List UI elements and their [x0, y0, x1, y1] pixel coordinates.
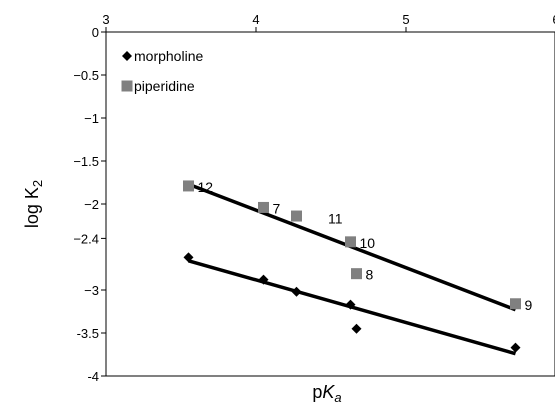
piperidine-point	[351, 268, 362, 280]
piperidine-point	[345, 236, 356, 248]
x-tick-label: 6	[552, 12, 555, 27]
point-label: 8	[366, 267, 374, 283]
x-tick-label: 3	[102, 12, 109, 27]
x-axis-title-italic: K	[322, 382, 335, 402]
morpholine-point	[351, 323, 362, 334]
morpholine-point	[258, 274, 269, 285]
morpholine-point	[291, 286, 302, 297]
legend-marker-piperidine	[121, 80, 133, 92]
y-tick-label: −2	[84, 197, 99, 212]
x-tick-label: 5	[402, 12, 409, 27]
x-axis-title-sub: a	[334, 390, 341, 405]
x-axis-title: pKa	[312, 382, 341, 405]
x-tick-label: 4	[252, 12, 259, 27]
y-tick-label: −1	[84, 111, 99, 126]
morpholine-point	[345, 299, 356, 310]
morpholine-point	[183, 252, 194, 263]
legend-label-piperidine: piperidine	[134, 78, 195, 94]
piperidine-point	[510, 298, 521, 310]
y-tick-label: −1.5	[73, 154, 99, 169]
point-label: 7	[273, 200, 281, 216]
legend-label-morpholine: morpholine	[134, 48, 203, 64]
y-tick-label: 0	[92, 25, 99, 40]
data-points: 12 7 10 8 9 11	[183, 179, 533, 353]
piperidine-point	[291, 210, 302, 222]
point-label: 10	[360, 235, 376, 251]
piperidine-point	[258, 201, 269, 213]
point-label: 9	[525, 297, 533, 313]
legend: morpholine piperidine	[121, 48, 203, 94]
y-tick-label: -3.5	[77, 326, 99, 341]
x-axis-title-prefix: p	[312, 382, 322, 402]
axes: 3 4 5 6 0 −0.5 −1 −1.5 −2 −2.4 −3 -3.5 -4	[73, 12, 555, 384]
legend-marker-morpholine	[122, 51, 132, 61]
y-tick-label: -4	[87, 369, 99, 384]
piperidine-point	[183, 180, 194, 192]
y-axis-title: log K2	[22, 180, 45, 228]
y-axis-title-prefix: log K	[22, 187, 42, 228]
morpholine-point	[510, 342, 521, 353]
y-tick-label: −0.5	[73, 68, 99, 83]
annotation-label: 11	[328, 211, 343, 227]
y-axis-title-sub: 2	[30, 180, 45, 187]
y-tick-label: −3	[84, 283, 99, 298]
point-label: 12	[198, 179, 214, 195]
y-tick-label: −2.4	[73, 231, 99, 246]
